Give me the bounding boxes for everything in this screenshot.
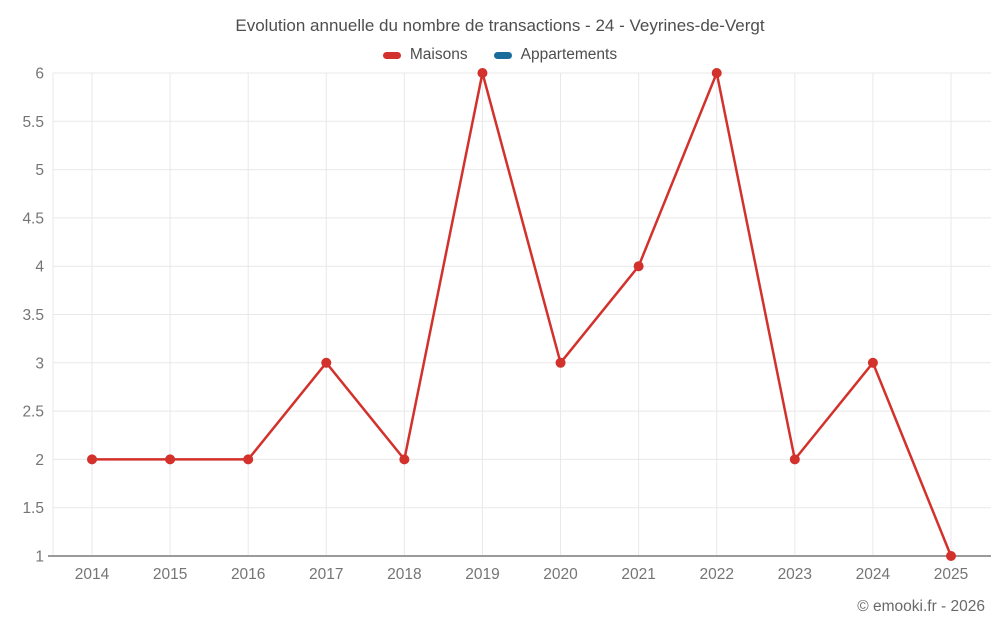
x-tick-label: 2016 xyxy=(231,566,265,583)
x-tick-label: 2019 xyxy=(465,566,499,583)
x-tick-label: 2023 xyxy=(778,566,812,583)
maisons-data-point[interactable] xyxy=(946,551,956,561)
y-tick-label: 3.5 xyxy=(22,307,44,324)
y-tick-label: 6 xyxy=(35,66,44,83)
x-tick-label: 2022 xyxy=(699,566,733,583)
x-tick-label: 2018 xyxy=(387,566,421,583)
y-tick-label: 4 xyxy=(35,259,44,276)
appartements-series-marker-icon xyxy=(493,51,512,59)
y-tick-label: 5 xyxy=(35,162,44,179)
y-tick-label: 2.5 xyxy=(22,404,44,421)
copyright-watermark: © emooki.fr - 2026 xyxy=(857,598,985,615)
x-tick-label: 2021 xyxy=(621,566,655,583)
maisons-data-point[interactable] xyxy=(243,454,254,465)
maisons-series-line xyxy=(92,71,953,557)
y-tick-label: 1.5 xyxy=(22,500,44,517)
maisons-data-point[interactable] xyxy=(399,454,410,465)
y-tick-label: 1 xyxy=(35,549,44,566)
chart-legend: Maisons Appartements xyxy=(0,46,1000,64)
maisons-data-point[interactable] xyxy=(711,68,722,78)
maisons-data-point[interactable] xyxy=(789,454,800,465)
y-tick-label: 2 xyxy=(35,452,44,469)
y-tick-label: 3 xyxy=(35,355,44,372)
maisons-data-point[interactable] xyxy=(165,454,176,465)
maisons-data-point[interactable] xyxy=(321,357,332,368)
maisons-data-point[interactable] xyxy=(477,68,488,78)
x-tick-label: 2014 xyxy=(75,566,110,583)
x-tick-label: 2024 xyxy=(856,566,891,583)
maisons-data-point[interactable] xyxy=(633,261,644,272)
legend-label-appartements: Appartements xyxy=(520,46,618,63)
x-tick-label: 2025 xyxy=(934,566,968,583)
legend-label-maisons: Maisons xyxy=(409,46,468,63)
legend-item-maisons[interactable]: Maisons xyxy=(382,46,468,64)
maisons-data-point[interactable] xyxy=(555,357,566,368)
chart-title: Evolution annuelle du nombre de transact… xyxy=(235,16,765,35)
maisons-data-point[interactable] xyxy=(867,357,878,368)
maisons-series-marker-icon xyxy=(382,51,401,59)
x-tick-label: 2015 xyxy=(153,566,187,583)
x-tick-label: 2020 xyxy=(543,566,578,583)
y-tick-label: 5.5 xyxy=(22,114,44,131)
legend-item-appartements[interactable]: Appartements xyxy=(493,46,618,64)
y-tick-label: 4.5 xyxy=(22,210,44,227)
maisons-data-point[interactable] xyxy=(87,454,97,465)
x-tick-label: 2017 xyxy=(309,566,343,583)
